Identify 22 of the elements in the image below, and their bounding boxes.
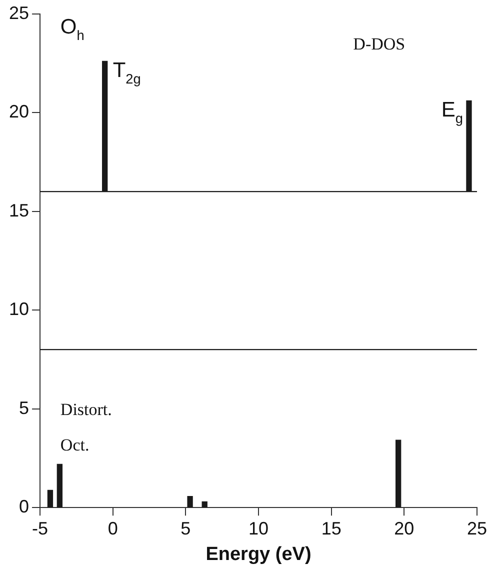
y-tick-label: 10 <box>8 299 30 320</box>
y-tick-label: 0 <box>19 496 30 517</box>
bar <box>47 490 54 508</box>
annotation: D-DOS <box>353 34 406 54</box>
bar <box>56 464 63 508</box>
y-tick-label: 25 <box>8 2 30 23</box>
x-tick-label: 10 <box>248 518 269 538</box>
y-tick-label: 20 <box>8 102 30 122</box>
bar <box>396 440 402 508</box>
x-tick-label: 20 <box>394 518 414 538</box>
x-axis-title: Energy (eV) <box>206 544 312 565</box>
x-tick-label: 15 <box>321 518 342 538</box>
x-tick-label: 0 <box>108 518 118 538</box>
y-tick-label: 5 <box>19 398 30 418</box>
y-tick-label: 15 <box>8 200 30 220</box>
bar <box>202 501 208 508</box>
bar <box>187 496 193 508</box>
annotation: Oct. <box>60 435 90 454</box>
x-tick-label: -5 <box>32 518 48 538</box>
x-tick-label: 5 <box>180 518 191 538</box>
x-tick-label: 25 <box>466 518 488 538</box>
annotation: Distort. <box>60 400 112 419</box>
